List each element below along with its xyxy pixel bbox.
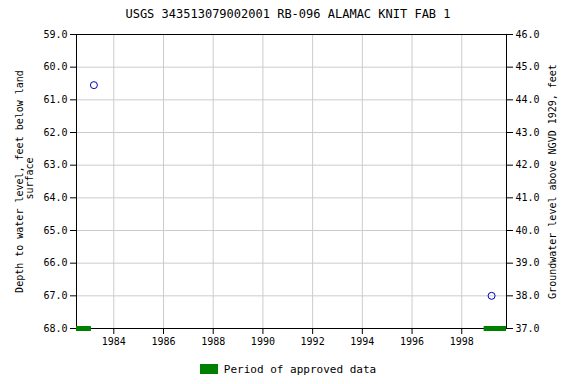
svg-text:59.0: 59.0 [43, 29, 67, 40]
svg-text:40.0: 40.0 [516, 225, 540, 236]
svg-text:Depth to water level, feet bel: Depth to water level, feet below land su… [14, 70, 35, 293]
svg-text:62.0: 62.0 [43, 127, 67, 138]
svg-text:Groundwater level above NGVD 1: Groundwater level above NGVD 1929, feet [547, 64, 558, 299]
svg-text:1994: 1994 [350, 336, 374, 347]
svg-text:1986: 1986 [151, 336, 175, 347]
svg-text:1990: 1990 [251, 336, 275, 347]
svg-text:67.0: 67.0 [43, 290, 67, 301]
svg-text:46.0: 46.0 [516, 29, 540, 40]
svg-text:39.0: 39.0 [516, 257, 540, 268]
svg-text:68.0: 68.0 [43, 323, 67, 334]
svg-text:1992: 1992 [301, 336, 325, 347]
svg-text:66.0: 66.0 [43, 257, 67, 268]
svg-text:61.0: 61.0 [43, 94, 67, 105]
svg-text:1996: 1996 [400, 336, 424, 347]
svg-text:65.0: 65.0 [43, 225, 67, 236]
svg-text:1998: 1998 [450, 336, 474, 347]
svg-text:1988: 1988 [201, 336, 225, 347]
svg-text:1984: 1984 [102, 336, 126, 347]
svg-text:44.0: 44.0 [516, 94, 540, 105]
html-text:Period of approved data: Period of approved data [223, 362, 377, 376]
html-text:USGS 343513079002001 RB-096 AL: USGS 343513079002001 RB-096 ALAMAC KNIT … [125, 7, 451, 21]
svg-text:37.0: 37.0 [516, 323, 540, 334]
svg-text:41.0: 41.0 [516, 192, 540, 203]
svg-text:60.0: 60.0 [43, 61, 67, 72]
svg-text:43.0: 43.0 [516, 127, 540, 138]
svg-text:63.0: 63.0 [43, 159, 67, 170]
svg-text:45.0: 45.0 [516, 61, 540, 72]
svg-text:64.0: 64.0 [43, 192, 67, 203]
svg-text:42.0: 42.0 [516, 159, 540, 170]
svg-text:38.0: 38.0 [516, 290, 540, 301]
